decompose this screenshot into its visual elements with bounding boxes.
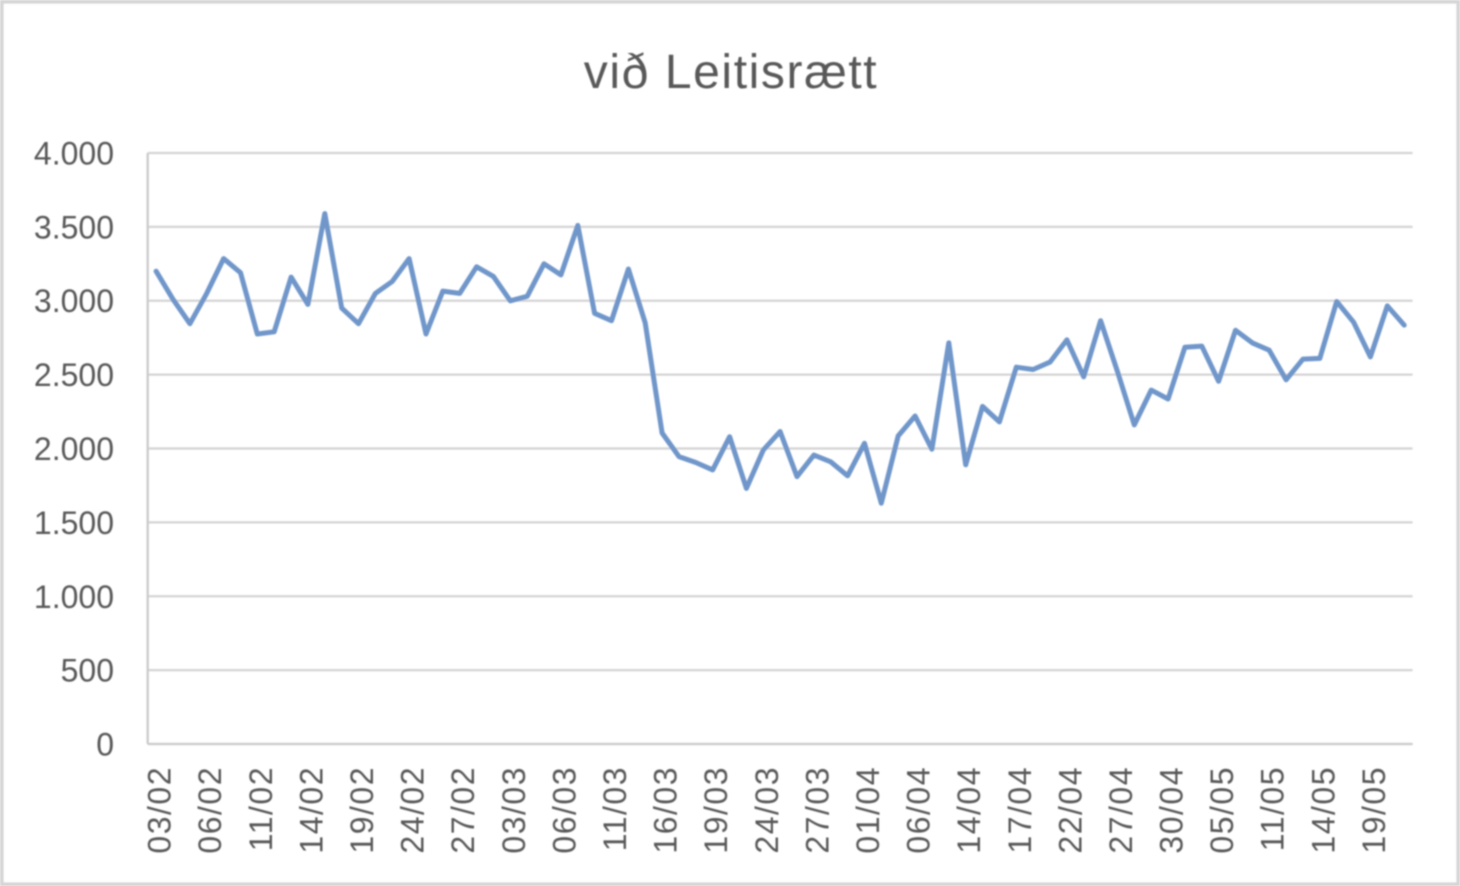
- svg-text:06/03: 06/03: [546, 766, 582, 854]
- svg-text:27/02: 27/02: [445, 766, 481, 854]
- svg-text:4.000: 4.000: [34, 136, 114, 172]
- svg-text:2.500: 2.500: [34, 357, 114, 393]
- svg-text:500: 500: [61, 653, 114, 689]
- svg-text:03/03: 03/03: [496, 766, 532, 854]
- svg-text:19/05: 19/05: [1356, 766, 1392, 854]
- svg-text:16/03: 16/03: [648, 766, 684, 854]
- svg-text:1.500: 1.500: [34, 505, 114, 541]
- svg-text:17/04: 17/04: [1002, 766, 1038, 854]
- svg-text:1.000: 1.000: [34, 579, 114, 615]
- svg-text:27/03: 27/03: [799, 766, 835, 854]
- svg-text:01/04: 01/04: [850, 766, 886, 854]
- svg-text:30/04: 30/04: [1154, 766, 1190, 854]
- svg-text:við Leitisrætt: við Leitisrætt: [584, 46, 879, 99]
- svg-text:14/05: 14/05: [1305, 766, 1341, 854]
- svg-text:22/04: 22/04: [1052, 766, 1088, 854]
- svg-text:3.000: 3.000: [34, 283, 114, 319]
- svg-text:19/02: 19/02: [344, 766, 380, 854]
- svg-text:03/02: 03/02: [142, 766, 178, 854]
- svg-text:24/02: 24/02: [395, 766, 431, 854]
- svg-text:24/03: 24/03: [749, 766, 785, 854]
- svg-text:2.000: 2.000: [34, 431, 114, 467]
- svg-text:06/04: 06/04: [901, 766, 937, 854]
- svg-text:11/05: 11/05: [1255, 766, 1291, 851]
- svg-text:05/05: 05/05: [1204, 766, 1240, 854]
- svg-text:27/04: 27/04: [1103, 766, 1139, 854]
- svg-text:3.500: 3.500: [34, 209, 114, 245]
- svg-text:06/02: 06/02: [192, 766, 228, 854]
- svg-text:14/02: 14/02: [293, 766, 329, 854]
- svg-text:11/02: 11/02: [243, 766, 279, 851]
- svg-text:0: 0: [96, 727, 114, 763]
- svg-text:14/04: 14/04: [951, 766, 987, 854]
- svg-text:11/03: 11/03: [597, 766, 633, 851]
- svg-text:19/03: 19/03: [698, 766, 734, 854]
